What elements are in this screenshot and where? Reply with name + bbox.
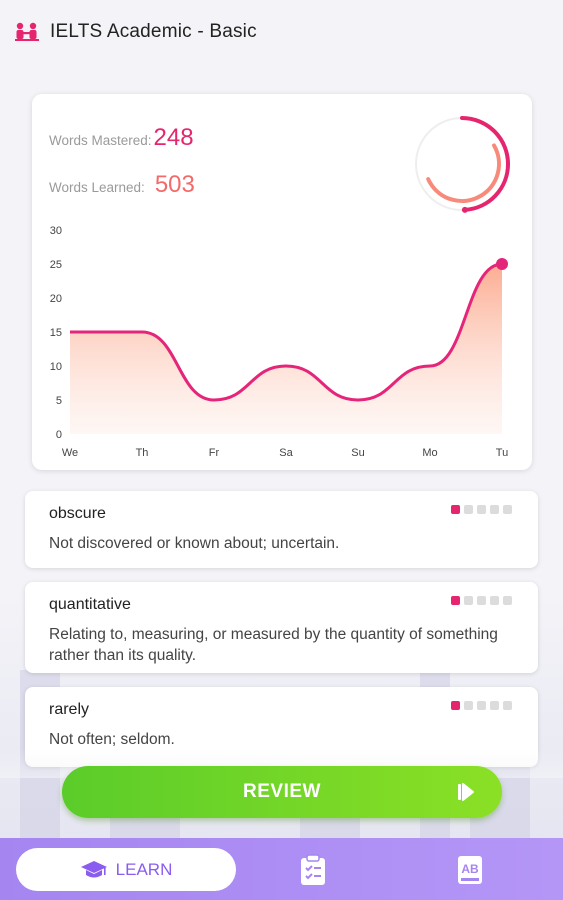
play-icon xyxy=(458,783,474,801)
x-tick-label: Th xyxy=(136,447,149,459)
stats-card: Words Mastered: 248 Words Learned: 503 3… xyxy=(32,94,532,470)
word-card[interactable]: obscure Not discovered or known about; u… xyxy=(25,491,538,568)
words-mastered-stat: Words Mastered: 248 xyxy=(49,124,194,152)
x-tick-label: Fr xyxy=(209,447,220,459)
y-tick-label: 15 xyxy=(50,327,62,339)
x-tick-label: Su xyxy=(351,447,364,459)
bottom-nav: LEARN AB xyxy=(0,838,563,900)
x-tick-label: Tu xyxy=(496,447,508,459)
level-dot xyxy=(503,596,512,605)
level-dot xyxy=(490,596,499,605)
level-dot xyxy=(477,701,486,710)
word-definition: Not discovered or known about; uncertain… xyxy=(49,535,340,552)
y-tick-label: 0 xyxy=(56,429,62,441)
y-tick-label: 10 xyxy=(50,361,62,373)
word-card[interactable]: quantitative Relating to, measuring, or … xyxy=(25,582,538,673)
clipboard-icon[interactable] xyxy=(298,854,328,886)
review-button[interactable]: REVIEW xyxy=(62,766,502,818)
words-learned-value: 503 xyxy=(154,171,195,198)
mastery-level-dots xyxy=(451,596,512,605)
level-dot xyxy=(464,701,473,710)
level-dot xyxy=(464,596,473,605)
word-definition: Not often; seldom. xyxy=(49,731,175,748)
level-dot xyxy=(451,596,460,605)
words-learned-label: Words Learned: xyxy=(49,180,145,195)
level-dot xyxy=(503,701,512,710)
level-dot xyxy=(451,701,460,710)
y-tick-label: 25 xyxy=(50,259,62,271)
x-tick-label: Sa xyxy=(279,447,293,459)
progress-ring xyxy=(414,116,510,213)
words-learned-stat: Words Learned: 503 xyxy=(49,171,195,199)
chart-last-point xyxy=(496,258,508,270)
classroom-icon xyxy=(15,22,39,41)
ab-book-icon[interactable]: AB xyxy=(455,854,485,886)
ring-mastered-arc xyxy=(414,116,510,212)
page-title: IELTS Academic - Basic xyxy=(50,21,257,42)
x-tick-label: We xyxy=(62,447,78,459)
graduation-cap-icon xyxy=(80,860,107,877)
ring-end-dot xyxy=(461,206,468,213)
chart-area xyxy=(70,264,502,434)
ring-learned-arc xyxy=(423,125,501,203)
word-title: obscure xyxy=(49,505,106,522)
level-dot xyxy=(477,505,486,514)
word-definition: Relating to, measuring, or measured by t… xyxy=(49,626,498,664)
y-tick-label: 5 xyxy=(56,395,62,407)
word-title: rarely xyxy=(49,701,90,718)
y-tick-label: 20 xyxy=(50,293,62,305)
words-mastered-label: Words Mastered: xyxy=(49,133,152,148)
tab-learn[interactable]: LEARN xyxy=(16,848,236,891)
mastery-level-dots xyxy=(451,701,512,710)
level-dot xyxy=(490,701,499,710)
weekly-chart: 30 25 20 15 10 5 0 We Th Fr Sa Su Mo Tu xyxy=(50,225,508,459)
chart-line xyxy=(70,262,503,402)
svg-text:AB: AB xyxy=(461,862,479,876)
word-title: quantitative xyxy=(49,596,131,613)
level-dot xyxy=(503,505,512,514)
top-bar: IELTS Academic - Basic xyxy=(0,0,563,64)
level-dot xyxy=(490,505,499,514)
x-tick-label: Mo xyxy=(422,447,437,459)
y-tick-label: 30 xyxy=(50,225,62,237)
tab-learn-label: LEARN xyxy=(115,859,173,879)
words-mastered-value: 248 xyxy=(153,124,194,151)
level-dot xyxy=(477,596,486,605)
review-label: REVIEW xyxy=(243,781,321,802)
level-dot xyxy=(451,505,460,514)
level-dot xyxy=(464,505,473,514)
mastery-level-dots xyxy=(451,505,512,514)
